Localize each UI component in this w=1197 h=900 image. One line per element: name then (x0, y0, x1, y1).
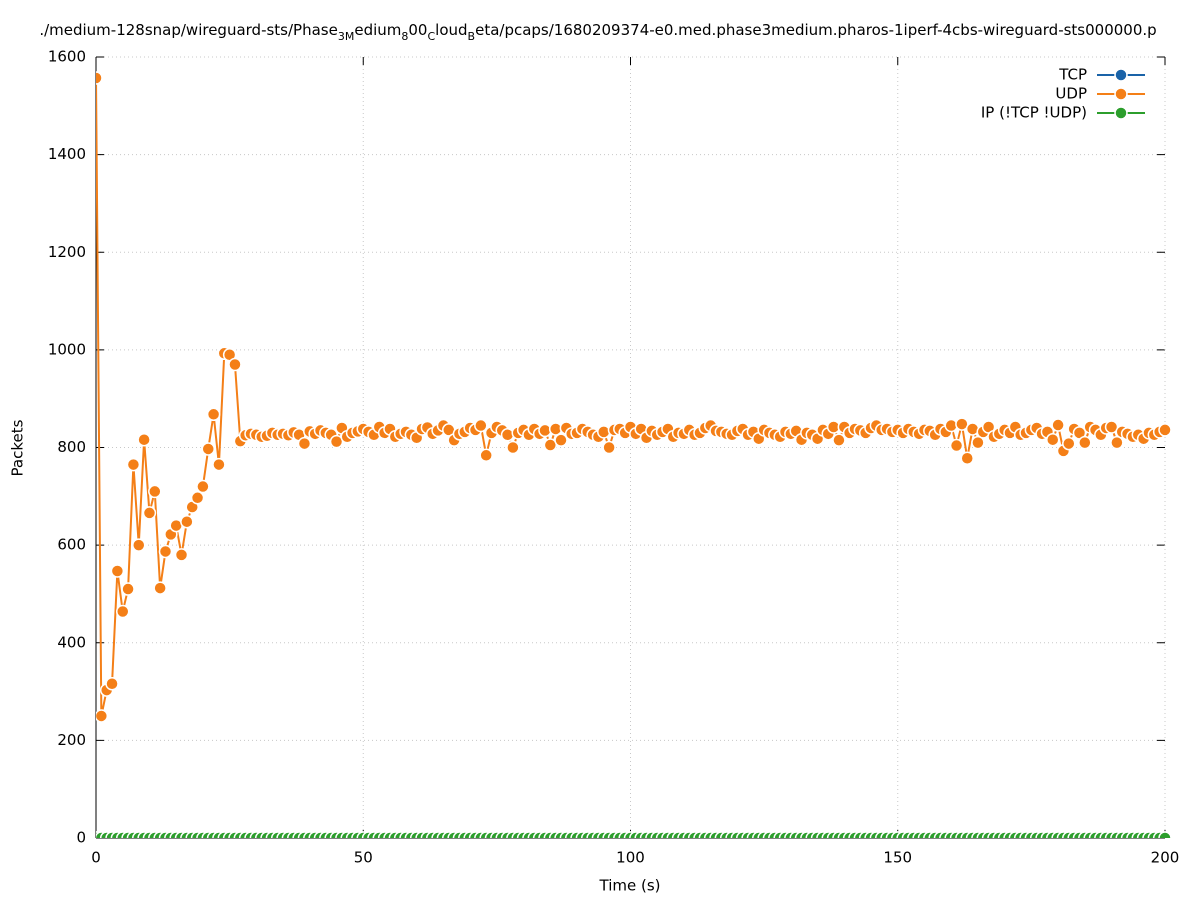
data-point (1104, 420, 1119, 434)
data-point (955, 417, 969, 431)
title-text: ./medium-128snap/wireguard-sts/Phase (39, 21, 338, 39)
x-tick-label: 150 (883, 849, 912, 867)
data-point (153, 581, 167, 595)
data-point (1062, 436, 1076, 451)
data-point (96, 709, 109, 723)
data-point (105, 677, 119, 691)
data-point (832, 433, 846, 447)
title-text: edium (354, 21, 401, 39)
y-tick-label: 400 (57, 633, 86, 651)
data-point (96, 71, 103, 85)
data-point (180, 514, 194, 529)
data-point (110, 564, 125, 578)
title-text: 00 (408, 21, 427, 39)
data-point (212, 457, 226, 472)
data-point (960, 451, 974, 465)
data-point (206, 407, 221, 422)
x-tick-label: 200 (1151, 849, 1180, 867)
data-point (543, 438, 558, 452)
legend-marker (1114, 87, 1128, 101)
data-point (126, 457, 141, 472)
data-point (115, 604, 130, 619)
y-axis-label: Packets (9, 419, 27, 476)
data-point (949, 438, 964, 453)
data-point (148, 484, 162, 499)
title-text: loud (435, 21, 467, 39)
data-point (971, 435, 985, 450)
x-tick-label: 50 (354, 849, 373, 867)
data-point (1158, 831, 1172, 838)
title-subscript: B (468, 30, 476, 43)
data-point (597, 425, 611, 439)
plot-area (96, 71, 1172, 838)
data-point (174, 548, 189, 562)
y-tick-label: 1400 (48, 145, 86, 163)
y-tick-label: 200 (57, 731, 86, 749)
data-point (554, 433, 568, 447)
data-point (190, 491, 205, 505)
y-tick-label: 1600 (48, 48, 86, 66)
title-subscript: 3M (338, 30, 355, 43)
data-point (142, 506, 157, 520)
y-tick-label: 1200 (48, 243, 86, 261)
data-point (201, 442, 215, 456)
data-point (1051, 418, 1065, 432)
legend-label: IP (!TCP !UDP) (981, 104, 1087, 122)
legend-marker (1114, 68, 1128, 82)
data-point (1110, 435, 1124, 450)
data-point (228, 357, 242, 372)
x-tick-label: 100 (616, 849, 645, 867)
data-point (297, 436, 312, 451)
data-point (158, 544, 173, 559)
title-subscript: 8 (401, 30, 408, 43)
data-point (1158, 423, 1172, 437)
chart-title: ./medium-128snap/wireguard-sts/Phase3Med… (39, 21, 1156, 43)
legend-label: TCP (1058, 66, 1087, 84)
y-tick-label: 600 (57, 536, 86, 554)
data-point (506, 440, 520, 455)
data-point (1078, 435, 1092, 450)
data-point (1046, 432, 1060, 447)
title-subscript: C (427, 30, 435, 43)
x-axis-label: Time (s) (599, 877, 661, 895)
data-point (121, 582, 135, 596)
x-tick-label: 0 (91, 849, 101, 867)
legend-label: UDP (1055, 85, 1087, 103)
data-point (329, 434, 344, 449)
y-tick-label: 800 (57, 438, 86, 456)
title-text: eta/pcaps/1680209374-e0.med.phase3medium… (475, 21, 1157, 39)
data-point (137, 432, 151, 447)
data-point (474, 418, 488, 433)
data-point (479, 448, 493, 463)
legend-marker (1114, 106, 1128, 120)
data-point (196, 479, 210, 494)
data-point (500, 428, 515, 442)
data-point (132, 538, 146, 552)
y-tick-label: 1000 (48, 340, 86, 358)
y-tick-label: 0 (76, 829, 86, 847)
data-point (602, 440, 616, 455)
